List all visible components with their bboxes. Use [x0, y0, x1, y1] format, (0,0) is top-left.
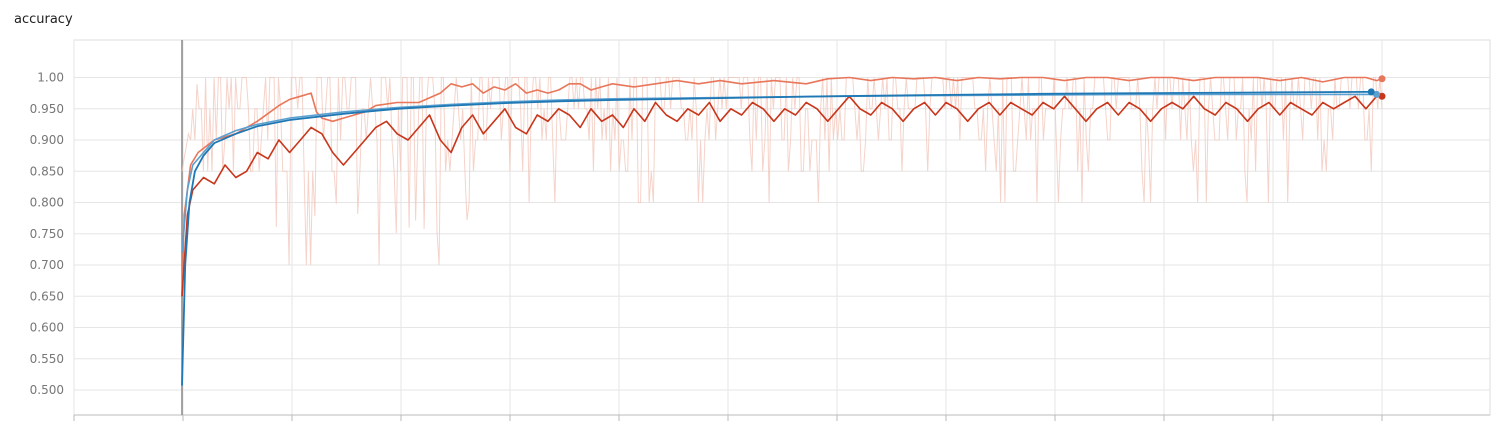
- series-lines: [181, 76, 1383, 386]
- raw-noise-line: [181, 77, 1383, 266]
- y-tick-label: 0.550: [30, 352, 64, 366]
- y-tick-label: 1.00: [37, 71, 64, 85]
- y-tick-label: 0.650: [30, 289, 64, 303]
- series-line-2: [181, 95, 1382, 297]
- y-axis-tick-labels: 0.500 0.550 0.600 0.650 0.700 0.750 0.800 0.850…: [30, 71, 64, 398]
- y-tick-label: 0.850: [30, 164, 64, 178]
- y-tick-label: 0.500: [30, 383, 64, 397]
- series-line-4: [181, 91, 1372, 386]
- y-tick-label: 0.600: [30, 321, 64, 335]
- horizontal-gridlines: [74, 77, 1490, 391]
- raw-noise-series: [181, 77, 1383, 266]
- y-tick-label: 0.950: [30, 102, 64, 116]
- y-tick-label: 0.750: [30, 227, 64, 241]
- series-line-3: [181, 93, 1377, 253]
- end-marker-3: [1373, 90, 1381, 98]
- series-line-1: [181, 76, 1383, 297]
- y-tick-label: 0.800: [30, 196, 64, 210]
- end-marker-4: [1367, 88, 1375, 96]
- y-tick-label: 0.700: [30, 258, 64, 272]
- x-axis-ticks: [73, 415, 1383, 421]
- chart-title: accuracy: [14, 12, 73, 27]
- y-tick-label: 0.900: [30, 133, 64, 147]
- series-end-markers: [1367, 75, 1386, 100]
- end-marker-1: [1378, 75, 1386, 83]
- end-marker-2: [1378, 92, 1386, 100]
